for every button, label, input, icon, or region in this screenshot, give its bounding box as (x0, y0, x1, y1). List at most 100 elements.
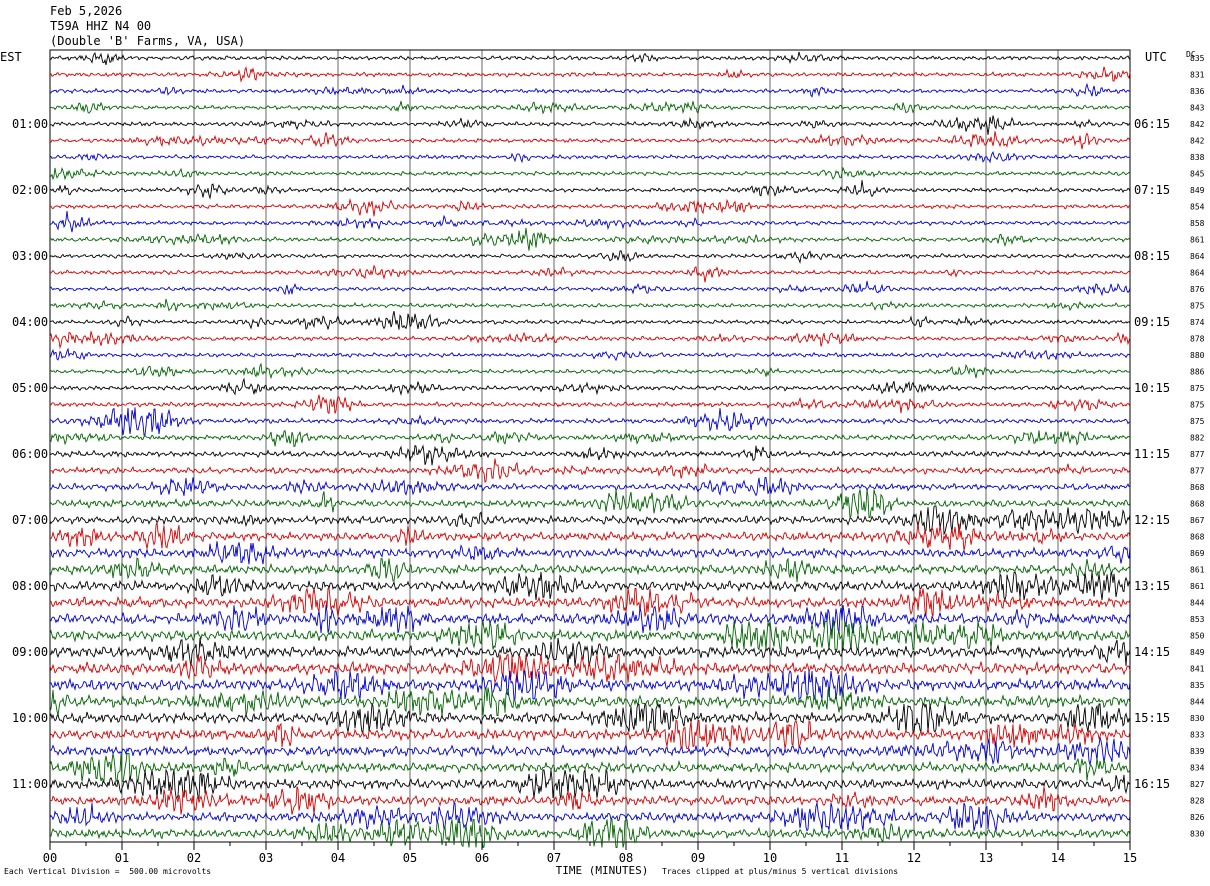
dc-offset-value: 836 (1190, 87, 1205, 96)
dc-offset-value: 875 (1190, 417, 1205, 426)
local-hour-label: 06:00 (12, 447, 48, 461)
plot-grid (49, 49, 1131, 850)
dc-offset-value: 842 (1190, 120, 1205, 129)
trace-row-35 (49, 621, 1131, 651)
utc-hour-label: 12:15 (1134, 513, 1170, 527)
trace-row-6 (49, 151, 1131, 164)
x-tick-label: 09 (691, 851, 705, 865)
seismic-traces (49, 51, 1131, 849)
trace-row-2 (49, 82, 1131, 98)
x-tick-label: 13 (979, 851, 993, 865)
trace-row-45 (49, 786, 1131, 815)
utc-hour-label: 13:15 (1134, 579, 1170, 593)
trace-row-7 (49, 166, 1131, 181)
station-date: Feb 5,2026 (50, 4, 123, 18)
trace-row-22 (49, 407, 1131, 436)
x-tick-label: 10 (763, 851, 777, 865)
x-tick-label: 15 (1123, 851, 1137, 865)
dc-offset-value: 858 (1190, 219, 1205, 228)
utc-hour-label: 07:15 (1134, 183, 1170, 197)
trace-row-1 (49, 66, 1131, 83)
clip-note: Traces clipped at plus/minus 5 vertical … (662, 867, 899, 876)
trace-row-43 (49, 753, 1131, 784)
dc-offset-value: 827 (1190, 780, 1205, 789)
x-tick-label: 04 (331, 851, 345, 865)
trace-row-21 (49, 394, 1131, 414)
dc-offset-value: 886 (1190, 368, 1205, 377)
local-hour-label: 03:00 (12, 249, 48, 263)
x-tick-label: 00 (43, 851, 57, 865)
dc-offset-value: 868 (1190, 483, 1205, 492)
dc-offset-value: 877 (1190, 467, 1205, 476)
utc-hour-label: 06:15 (1134, 117, 1170, 131)
trace-row-16 (49, 310, 1131, 330)
local-hour-label: 10:00 (12, 711, 48, 725)
utc-hour-label: 16:15 (1134, 777, 1170, 791)
trace-row-33 (49, 588, 1131, 617)
trace-row-11 (49, 227, 1131, 251)
utc-hour-label: 10:15 (1134, 381, 1170, 395)
trace-row-18 (49, 347, 1131, 362)
x-tick-label: 02 (187, 851, 201, 865)
station-location: (Double 'B' Farms, VA, USA) (50, 34, 246, 48)
trace-row-14 (49, 280, 1131, 297)
trace-row-29 (49, 522, 1131, 551)
dc-offset-value: 844 (1190, 698, 1205, 707)
trace-row-42 (49, 736, 1131, 766)
dc-offset-value: 877 (1190, 450, 1205, 459)
trace-row-44 (49, 768, 1131, 799)
trace-row-28 (49, 505, 1131, 536)
dc-offset-value: 850 (1190, 632, 1205, 641)
dc-offset-value: 835 (1190, 54, 1205, 63)
trace-row-46 (49, 802, 1131, 832)
trace-row-39 (49, 686, 1131, 716)
dc-offset-value: 861 (1190, 582, 1205, 591)
trace-row-10 (49, 211, 1131, 233)
dc-offset-header: DC (1186, 50, 1196, 59)
local-hour-label: 11:00 (12, 777, 48, 791)
dc-offset-value: 861 (1190, 566, 1205, 575)
trace-row-13 (49, 264, 1131, 283)
dc-offset-value: 826 (1190, 813, 1205, 822)
x-tick-label: 06 (475, 851, 489, 865)
trace-row-20 (49, 377, 1131, 396)
utc-hour-label: 11:15 (1134, 447, 1170, 461)
trace-row-38 (49, 669, 1131, 700)
trace-row-37 (49, 653, 1131, 683)
dc-offset-value: 878 (1190, 335, 1205, 344)
dc-offset-value: 876 (1190, 285, 1205, 294)
dc-offset-value: 833 (1190, 731, 1205, 740)
local-hour-label: 05:00 (12, 381, 48, 395)
trace-row-25 (49, 458, 1131, 483)
dc-offset-value: 845 (1190, 170, 1205, 179)
local-hour-label: 07:00 (12, 513, 48, 527)
dc-offset-value: 875 (1190, 302, 1205, 311)
local-hour-label: 01:00 (12, 117, 48, 131)
dc-offset-value: 839 (1190, 747, 1205, 756)
dc-offset-value: 830 (1190, 830, 1205, 839)
trace-row-30 (49, 541, 1131, 565)
dc-offset-value: 864 (1190, 252, 1205, 261)
trace-row-12 (49, 250, 1131, 265)
x-tick-label: 08 (619, 851, 633, 865)
trace-row-0 (49, 51, 1131, 66)
x-tick-label: 03 (259, 851, 273, 865)
trace-row-41 (49, 719, 1131, 750)
dc-offset-value: 880 (1190, 351, 1205, 360)
dc-offset-value: 841 (1190, 665, 1205, 674)
trace-row-19 (49, 362, 1131, 380)
x-tick-label: 12 (907, 851, 921, 865)
dc-offset-value: 854 (1190, 203, 1205, 212)
utc-hour-label: 15:15 (1134, 711, 1170, 725)
trace-row-8 (49, 180, 1131, 200)
local-hour-label: 09:00 (12, 645, 48, 659)
x-axis-label: TIME (MINUTES) (556, 864, 649, 877)
dc-offset-value: 849 (1190, 648, 1205, 657)
x-tick-label: 07 (547, 851, 561, 865)
trace-row-40 (49, 702, 1131, 733)
axis-labels: 00 01 02 03 04 05 06 07 08 09 10 11 12 13 14 15 TIME (MI… (12, 54, 1205, 877)
station-code: T59A HHZ N4 00 (50, 19, 152, 33)
dc-offset-value: 868 (1190, 500, 1205, 509)
dc-offset-value: 874 (1190, 318, 1205, 327)
